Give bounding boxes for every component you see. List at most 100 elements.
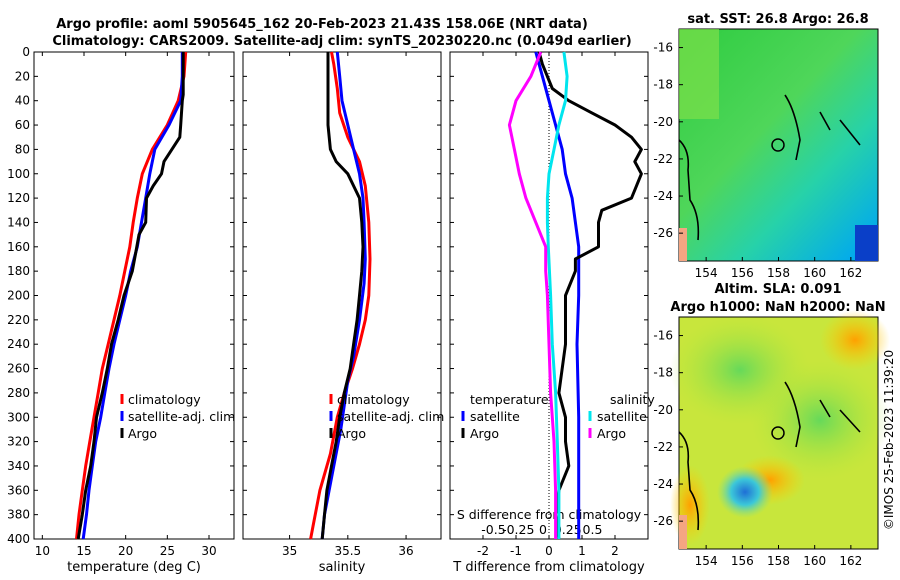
temperature-xtick-label: 15 xyxy=(76,544,91,558)
difference-xtick-label: 0 xyxy=(545,544,553,558)
sst-coastline xyxy=(678,94,861,241)
difference-xtick-label: 1 xyxy=(578,544,586,558)
depth-tick-label: 300 xyxy=(7,410,30,424)
s-diff-tick-label: -0.5 xyxy=(481,522,505,537)
map-xtick-label: 158 xyxy=(767,266,790,280)
temperature-xtick-label: 25 xyxy=(160,544,175,558)
temperature-panel: 0 20 40 60 80 100 120 140 160 180 200 220 240 260 280 3… xyxy=(7,45,235,575)
sst-map-title: sat. SST: 26.8 Argo: 26.8 xyxy=(687,12,868,27)
map-xtick-label: 154 xyxy=(695,266,718,280)
footer-timestamp: ©IMOS 25-Feb-2023 11:39:20 xyxy=(882,350,896,530)
temperature-series-satellite-adj--clim xyxy=(81,52,184,540)
legend-label: climatology xyxy=(128,392,201,407)
legend-title-salinity: salinity xyxy=(610,392,655,407)
sla-cold-eddy xyxy=(717,466,773,518)
depth-tick-label: 80 xyxy=(15,142,30,156)
depth-tick-label: 160 xyxy=(7,240,30,254)
s-diff-tick-label: 0 xyxy=(539,522,547,537)
depth-tick-label: 280 xyxy=(7,386,30,400)
depth-tick-label: 320 xyxy=(7,435,30,449)
depth-tick-label: 0 xyxy=(22,45,30,59)
sst-deep-blue-patch xyxy=(855,225,878,261)
depth-tick-label: 60 xyxy=(15,118,30,132)
depth-tick-label: 360 xyxy=(7,483,30,497)
depth-tick-label: 240 xyxy=(7,337,30,351)
legend-label: satellite xyxy=(597,409,647,424)
depth-tick-label: 100 xyxy=(7,167,30,181)
difference-xtick-label: -2 xyxy=(477,544,489,558)
legend-label: climatology xyxy=(337,392,410,407)
salinity-panel: 35 35.5 36 salinity climatology satellite-adj… xyxy=(242,51,444,575)
diff-top-label: S difference from climatology xyxy=(457,507,642,522)
legend-label: Argo xyxy=(337,426,366,441)
legend-label: Argo xyxy=(128,426,157,441)
difference-series-t-satellite xyxy=(534,51,581,539)
depth-tick-label: 120 xyxy=(7,191,30,205)
temperature-xtick-label: 30 xyxy=(201,544,216,558)
depth-tick-label: 220 xyxy=(7,313,30,327)
s-diff-tick-label: -0.25 xyxy=(502,522,534,537)
legend-label: satellite-adj. clim xyxy=(128,409,235,424)
map-xtick-label: 162 xyxy=(839,554,862,568)
depth-tick-label: 260 xyxy=(7,362,30,376)
depth-tick-label: 200 xyxy=(7,289,30,303)
map-xtick-label: 154 xyxy=(695,554,718,568)
map-ytick-label: -20 xyxy=(653,115,673,129)
depth-tick-label: 340 xyxy=(7,459,30,473)
sst-map-axes: 154 156 158 160 162 -16 -18 -20 -22 -24 -26 xyxy=(653,41,862,280)
legend-title-temperature: temperature xyxy=(470,392,549,407)
sla-map-axes: 154 156 158 160 162 -16 -18 -20 -22 -24 -26 xyxy=(653,329,862,568)
map-ytick-label: -22 xyxy=(653,440,673,454)
map-ytick-label: -26 xyxy=(653,514,673,528)
sst-warm-patch xyxy=(679,29,719,119)
salinity-xtick-label: 35 xyxy=(282,544,297,558)
difference-xtick-label: 2 xyxy=(611,544,619,558)
title-line-1: Argo profile: aoml 5905645_162 20-Feb-20… xyxy=(56,17,588,32)
sla-map-title-2: Argo h1000: NaN h2000: NaN xyxy=(670,300,885,315)
difference-panel: -2 -1 0 1 2 T difference from climatology S di… xyxy=(449,51,655,575)
sla-map-title-1: Altim. SLA: 0.091 xyxy=(715,282,842,297)
legend-label: Argo xyxy=(470,426,499,441)
salinity-xtick-label: 36 xyxy=(398,544,413,558)
depth-tick-label: 400 xyxy=(7,532,30,546)
map-ytick-label: -22 xyxy=(653,152,673,166)
legend-label: Argo xyxy=(597,426,626,441)
map-ytick-label: -26 xyxy=(653,226,673,240)
depth-tick-label: 40 xyxy=(15,94,30,108)
sst-map: sat. SST: 26.8 Argo: 26.8 154 156 158 160 16… xyxy=(653,12,879,280)
map-xtick-label: 160 xyxy=(803,266,826,280)
salinity-xlabel: salinity xyxy=(319,560,366,575)
sla-land-patch xyxy=(679,515,687,549)
s-diff-tick-label: 0.25 xyxy=(554,522,582,537)
legend-label: satellite-adj. clim xyxy=(337,409,444,424)
legend-label: satellite xyxy=(470,409,520,424)
map-xtick-label: 162 xyxy=(839,266,862,280)
depth-tick-label: 380 xyxy=(7,508,30,522)
sla-map: Altim. SLA: 0.091 Argo h1000: NaN h2000:… xyxy=(653,282,890,568)
map-ytick-label: -20 xyxy=(653,403,673,417)
salinity-xtick-label: 35.5 xyxy=(334,544,361,558)
temperature-xtick-label: 20 xyxy=(118,544,133,558)
difference-xlabel: T difference from climatology xyxy=(452,560,645,575)
difference-series-s-argo xyxy=(507,51,558,539)
map-ytick-label: -24 xyxy=(653,477,673,491)
sst-island xyxy=(771,138,785,152)
sla-green-blob-2 xyxy=(750,360,890,480)
map-ytick-label: -24 xyxy=(653,189,673,203)
salinity-series-satellite-adj--clim xyxy=(320,51,367,540)
depth-tick-label: 180 xyxy=(7,264,30,278)
title-line-2: Climatology: CARS2009. Satellite-adj cli… xyxy=(52,34,631,49)
map-ytick-label: -16 xyxy=(653,41,673,55)
salinity-series-climatology xyxy=(309,51,372,540)
sla-warm-eddy-1 xyxy=(820,310,890,370)
temperature-axes-box xyxy=(33,51,235,540)
difference-xtick-label: -1 xyxy=(510,544,522,558)
difference-series-t-argo xyxy=(537,51,643,540)
map-xtick-label: 156 xyxy=(731,554,754,568)
temperature-series-climatology xyxy=(75,51,188,540)
map-ytick-label: -18 xyxy=(653,78,673,92)
temperature-series-argo xyxy=(76,52,185,540)
map-ytick-label: -16 xyxy=(653,329,673,343)
map-xtick-label: 156 xyxy=(731,266,754,280)
salinity-axes-box xyxy=(242,51,442,540)
